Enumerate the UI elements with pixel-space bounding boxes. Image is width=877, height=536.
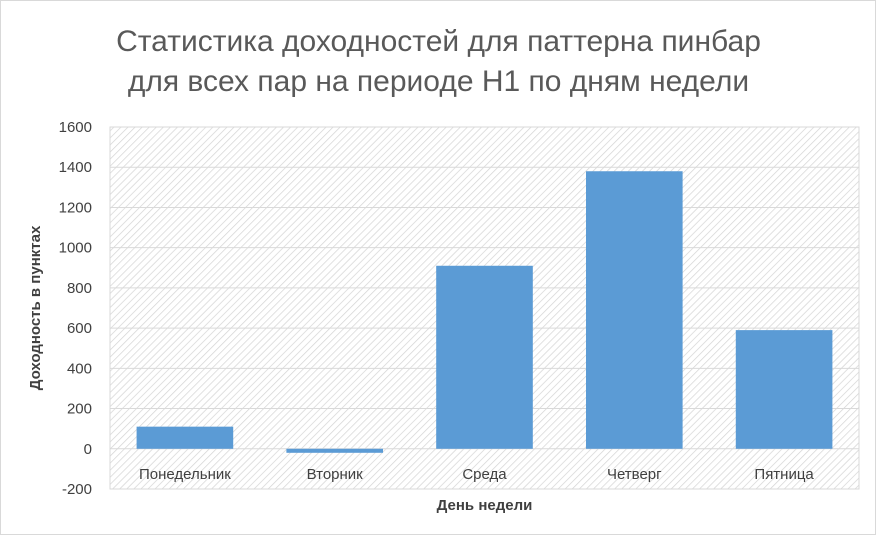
y-tick-label: -200 [62, 481, 92, 498]
bar [286, 448, 384, 453]
bar [436, 265, 533, 449]
x-category-label: Четверг [607, 466, 662, 483]
y-tick-label: 1400 [59, 159, 92, 176]
y-axis-title: Доходность в пунктах [27, 225, 44, 390]
y-tick-label: 1200 [59, 199, 92, 216]
bar [585, 171, 683, 449]
x-axis-title: День недели [437, 497, 533, 514]
x-axis-categories: Понедельник Вторник Среда Четверг Пятница [139, 466, 814, 483]
x-category-label: Вторник [307, 466, 364, 483]
y-tick-label: 800 [67, 280, 92, 297]
y-axis-ticks: -200 0 200 400 600 800 1000 1200 1400 1600 [59, 119, 92, 498]
x-category-label: Пятница [754, 466, 814, 483]
bar [735, 330, 833, 449]
x-category-label: Среда [462, 466, 507, 483]
bar [136, 426, 234, 449]
y-tick-label: 0 [84, 441, 92, 458]
y-tick-label: 1000 [59, 240, 92, 257]
y-tick-label: 1600 [59, 119, 92, 136]
x-category-label: Понедельник [139, 466, 231, 483]
y-tick-label: 400 [67, 360, 92, 377]
y-tick-label: 200 [67, 401, 92, 418]
chart-title: Статистика доходностей для паттерна пинб… [116, 25, 761, 98]
bars [136, 171, 833, 453]
y-tick-label: 600 [67, 320, 92, 337]
